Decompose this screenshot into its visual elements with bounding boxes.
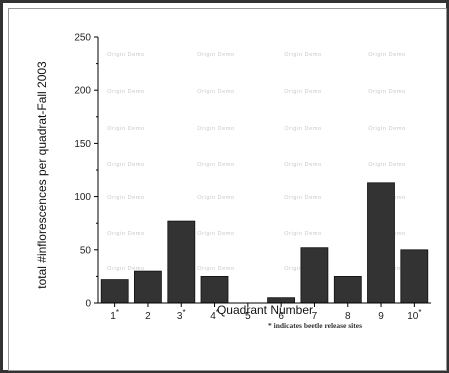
watermark-text: Origin Demo [284, 195, 321, 201]
watermark-text: Origin Demo [107, 89, 144, 95]
watermark-text: Origin Demo [284, 162, 321, 168]
watermark-text: Origin Demo [368, 89, 405, 95]
axes-group: 0 50 100 150 200 250 1* 2 3* 4* 5 6 7 8 9 10* [74, 33, 431, 322]
watermark-text: Origin Demo [284, 126, 321, 132]
watermark-text: Origin Demo [107, 266, 144, 272]
y-tick-label: 100 [74, 192, 91, 203]
y-tick-label: 50 [80, 245, 92, 256]
watermark-text: Origin Demo [197, 126, 234, 132]
y-tick-label: 200 [74, 86, 91, 97]
bar-quadrant-10 [400, 249, 429, 304]
watermark-text: Origin Demo [368, 52, 405, 58]
watermark-text: Origin Demo [107, 162, 144, 168]
watermark-text: Origin Demo [197, 89, 234, 95]
x-tick-label: 9 [378, 311, 384, 322]
watermark-layer: Origin Demo Origin Demo Origin Demo Origin … [107, 52, 405, 272]
x-tick-label: 5 [245, 311, 251, 322]
bars-group [100, 182, 429, 304]
watermark-text: Origin Demo [107, 231, 144, 237]
x-tick-label: 2 [145, 311, 151, 322]
watermark-text: Origin Demo [107, 126, 144, 132]
watermark-text: Origin Demo [197, 162, 234, 168]
x-tick-label: 1* [110, 308, 119, 322]
watermark-text: Origin Demo [197, 195, 234, 201]
bar-quadrant-9 [367, 182, 395, 304]
bar-quadrant-7 [300, 247, 329, 304]
x-tick-label: 8 [345, 311, 351, 322]
watermark-text: Origin Demo [107, 195, 144, 201]
y-axis-title: total #inflorescences per quadrat-Fall 2… [35, 61, 49, 289]
watermark-text: Origin Demo [284, 231, 321, 237]
watermark-text: Origin Demo [197, 266, 234, 272]
watermark-text: Origin Demo [197, 231, 234, 237]
bar-quadrant-3 [167, 220, 196, 304]
bar-quadrant-8 [333, 275, 362, 304]
bar-quadrant-4 [200, 275, 229, 304]
x-tick-label: 3* [177, 308, 186, 322]
watermark-text: Origin Demo [107, 52, 144, 58]
x-tick-label: 7 [312, 311, 318, 322]
x-tick-label: 6 [278, 311, 284, 322]
x-tick-label: 4* [210, 308, 219, 322]
y-tick-label: 250 [74, 33, 91, 44]
chart-inner-border [8, 8, 447, 371]
watermark-text: Origin Demo [284, 89, 321, 95]
x-axis-title: Quadrant Number [217, 303, 313, 317]
bar-quadrant-2 [133, 270, 162, 304]
watermark-text: Origin Demo [284, 52, 321, 58]
footnote: * indicates beetle release sites [268, 321, 362, 330]
bar-quadrant-1 [100, 279, 129, 304]
watermark-text: Origin Demo [368, 126, 405, 132]
y-tick-label: 150 [74, 139, 91, 150]
x-tick-label: 10* [407, 308, 421, 322]
watermark-text: Origin Demo [197, 52, 234, 58]
y-tick-label: 0 [85, 299, 91, 310]
watermark-text: Origin Demo [368, 162, 405, 168]
